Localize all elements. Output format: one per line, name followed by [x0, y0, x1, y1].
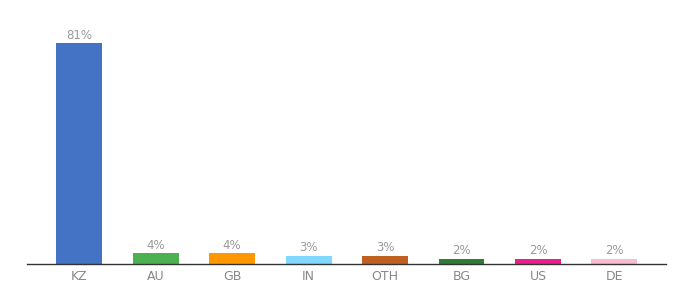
- Bar: [209, 253, 255, 264]
- Text: 2%: 2%: [452, 244, 471, 257]
- Bar: [439, 259, 484, 264]
- Bar: [362, 256, 408, 264]
- Bar: [592, 259, 637, 264]
- Text: 2%: 2%: [528, 244, 547, 257]
- Text: 2%: 2%: [605, 244, 624, 257]
- Bar: [56, 43, 102, 264]
- Text: 3%: 3%: [299, 242, 318, 254]
- Bar: [515, 259, 561, 264]
- Text: 4%: 4%: [223, 239, 241, 252]
- Text: 3%: 3%: [376, 242, 394, 254]
- Bar: [133, 253, 179, 264]
- Bar: [286, 256, 332, 264]
- Text: 81%: 81%: [66, 29, 92, 42]
- Text: 4%: 4%: [146, 239, 165, 252]
